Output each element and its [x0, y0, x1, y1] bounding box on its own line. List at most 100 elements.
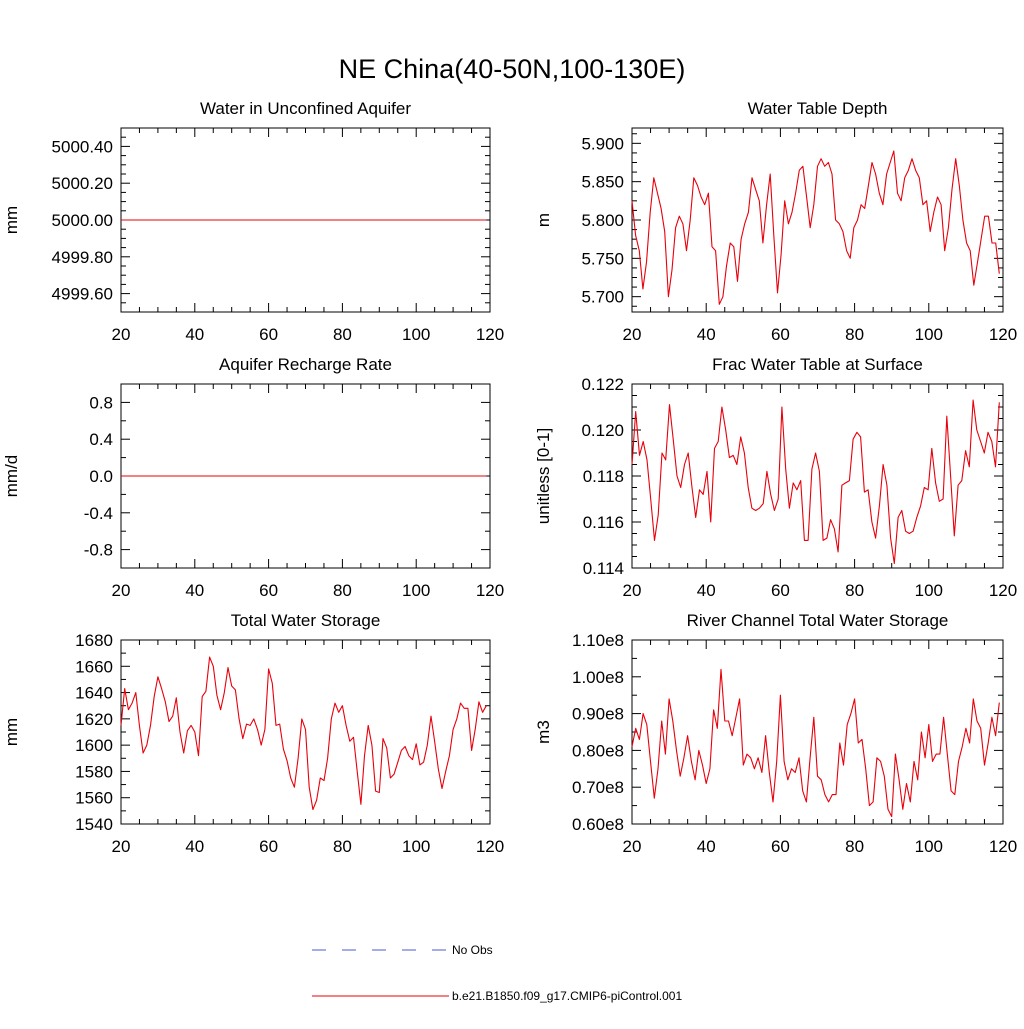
panel-title: Total Water Storage: [231, 611, 381, 630]
x-tick-label: 80: [333, 837, 352, 856]
panel-title: Water Table Depth: [748, 99, 888, 118]
legend-entry-1: No Obs: [312, 943, 493, 957]
x-tick-label: 80: [333, 325, 352, 344]
panel-title: River Channel Total Water Storage: [687, 611, 949, 630]
y-tick-label: 5000.40: [52, 137, 113, 156]
legend-label: No Obs: [452, 943, 493, 957]
y-tick-label: 5000.20: [52, 174, 113, 193]
x-tick-label: 60: [259, 837, 278, 856]
chart-panel-2: Water Table Depth m 20 40 60 80 100 120 5.700 5.7…: [534, 99, 1017, 344]
y-tick-label: 1660: [75, 657, 113, 676]
x-tick-label: 80: [845, 581, 864, 600]
x-tick-label: 60: [771, 581, 790, 600]
y-tick-label: -0.4: [84, 504, 113, 523]
y-tick-label: 1600: [75, 736, 113, 755]
x-tick-label: 20: [623, 581, 642, 600]
y-axis-label: m3: [534, 720, 553, 744]
chart-panel-3: Aquifer Recharge Rate mm/d 20 40 60 80 100 120 -…: [2, 355, 504, 600]
series-line: [631, 399, 1000, 564]
x-tick-label: 40: [697, 581, 716, 600]
y-tick-label: 1.10e8: [572, 631, 624, 650]
x-tick-label: 40: [697, 325, 716, 344]
legend: No Obs b.e21.B1850.f09_g17.CMIP6-piContro…: [312, 943, 682, 1003]
chart-panel-6: River Channel Total Water Storage m3 20 40 6…: [534, 611, 1017, 856]
series-line: [631, 668, 1000, 818]
x-tick-label: 120: [989, 325, 1017, 344]
y-tick-label: 0.60e8: [572, 815, 624, 834]
y-tick-label: 4999.60: [52, 285, 113, 304]
y-tick-label: 0.120: [581, 421, 624, 440]
y-axis-label: mm: [2, 718, 21, 746]
y-tick-label: 0.114: [583, 559, 624, 578]
x-tick-label: 80: [845, 325, 864, 344]
x-tick-label: 60: [771, 837, 790, 856]
x-tick-label: 120: [989, 581, 1017, 600]
y-tick-label: 1680: [75, 631, 113, 650]
x-tick-label: 120: [476, 837, 504, 856]
panel-title: Water in Unconfined Aquifer: [200, 99, 411, 118]
y-tick-label: 0.90e8: [572, 705, 624, 724]
y-tick-label: -0.8: [84, 541, 113, 560]
x-tick-label: 100: [402, 325, 430, 344]
y-tick-label: 5.900: [581, 134, 624, 153]
y-axis-label: mm: [2, 206, 21, 234]
x-tick-label: 100: [915, 325, 943, 344]
x-tick-label: 40: [185, 837, 204, 856]
x-tick-label: 20: [623, 837, 642, 856]
legend-label: b.e21.B1850.f09_g17.CMIP6-piControl.001: [452, 989, 682, 1003]
series-line: [631, 150, 1000, 305]
x-tick-label: 100: [915, 581, 943, 600]
x-tick-label: 120: [989, 837, 1017, 856]
x-tick-label: 100: [915, 837, 943, 856]
panel-title: Frac Water Table at Surface: [712, 355, 923, 374]
x-tick-label: 60: [771, 325, 790, 344]
panel-title: Aquifer Recharge Rate: [219, 355, 392, 374]
x-tick-label: 40: [697, 837, 716, 856]
x-tick-label: 60: [259, 581, 278, 600]
legend-entry-2: b.e21.B1850.f09_g17.CMIP6-piControl.001: [312, 989, 682, 1003]
x-tick-label: 20: [112, 325, 131, 344]
y-tick-label: 0.70e8: [572, 778, 624, 797]
y-tick-label: 0.118: [583, 467, 624, 486]
y-tick-label: 0.80e8: [572, 741, 624, 760]
y-tick-label: 0.8: [89, 393, 113, 412]
x-tick-label: 40: [185, 581, 204, 600]
x-tick-label: 40: [185, 325, 204, 344]
y-tick-label: 5.800: [581, 211, 624, 230]
x-tick-label: 120: [476, 325, 504, 344]
y-tick-label: 1.00e8: [572, 668, 624, 687]
y-tick-label: 0.4: [89, 430, 113, 449]
chart-panel-4: Frac Water Table at Surface unitless [0-1…: [534, 355, 1017, 600]
y-tick-label: 5.700: [581, 288, 624, 307]
y-tick-label: 1580: [75, 762, 113, 781]
x-tick-label: 60: [259, 325, 278, 344]
y-tick-label: 4999.80: [52, 248, 113, 267]
y-tick-label: 0.0: [89, 467, 113, 486]
x-tick-label: 80: [845, 837, 864, 856]
x-tick-label: 20: [112, 837, 131, 856]
y-tick-label: 5.750: [581, 249, 624, 268]
y-tick-label: 5.850: [581, 173, 624, 192]
plot-frame: [631, 639, 1004, 825]
y-axis-label: m: [534, 213, 553, 227]
chart-panel-5: Total Water Storage mm 20 40 60 80 100 120 1540 1…: [2, 611, 504, 856]
y-tick-label: 1620: [75, 710, 113, 729]
y-tick-label: 0.122: [581, 375, 624, 394]
y-tick-label: 0.116: [583, 513, 624, 532]
x-tick-label: 120: [476, 581, 504, 600]
y-tick-label: 1540: [75, 815, 113, 834]
figure-title: NE China(40-50N,100-130E): [339, 54, 686, 84]
x-tick-label: 20: [623, 325, 642, 344]
y-tick-label: 1560: [75, 789, 113, 808]
plot-frame: [631, 127, 1004, 313]
y-tick-label: 1640: [75, 684, 113, 703]
x-tick-label: 80: [333, 581, 352, 600]
y-axis-label: unitless [0-1]: [534, 428, 553, 524]
x-tick-label: 100: [402, 837, 430, 856]
chart-panel-1: Water in Unconfined Aquifer mm 20 40 60 80 100…: [2, 99, 504, 344]
x-tick-label: 100: [402, 581, 430, 600]
y-axis-label: mm/d: [2, 455, 21, 498]
x-tick-label: 20: [112, 581, 131, 600]
